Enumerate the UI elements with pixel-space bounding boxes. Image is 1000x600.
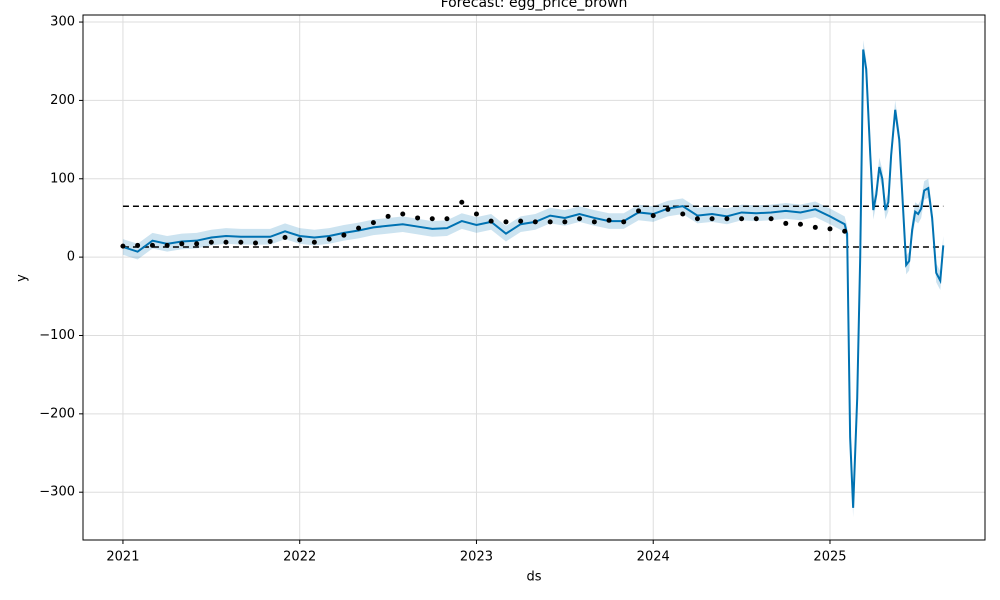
observed-point bbox=[223, 239, 229, 245]
uncertainty-band bbox=[122, 40, 944, 518]
observed-point bbox=[532, 219, 538, 225]
x-tick-label: 2022 bbox=[283, 550, 316, 565]
observed-point bbox=[164, 242, 170, 248]
observed-point bbox=[179, 241, 185, 247]
y-tick-label: 200 bbox=[50, 93, 75, 108]
observed-point bbox=[650, 213, 656, 219]
observed-point bbox=[562, 219, 568, 225]
observed-point bbox=[459, 199, 465, 205]
observed-point bbox=[415, 215, 421, 221]
observed-point bbox=[429, 216, 435, 222]
y-tick-label: 300 bbox=[50, 15, 75, 30]
observed-point bbox=[783, 220, 789, 226]
observed-point bbox=[297, 237, 303, 243]
observed-point bbox=[709, 216, 715, 222]
x-tick-label: 2021 bbox=[106, 550, 139, 565]
y-tick-label: −200 bbox=[39, 406, 75, 421]
observed-point bbox=[827, 226, 833, 232]
observed-point bbox=[739, 216, 745, 222]
observed-point bbox=[253, 240, 259, 246]
plot-frame bbox=[82, 14, 986, 541]
x-tick-label: 2024 bbox=[637, 550, 670, 565]
observed-point bbox=[311, 239, 317, 245]
x-axis-label: ds bbox=[526, 570, 541, 585]
observed-point bbox=[636, 208, 642, 214]
observed-point bbox=[606, 217, 612, 223]
y-tick-label: −300 bbox=[39, 485, 75, 500]
observed-point bbox=[518, 218, 524, 224]
observed-point bbox=[547, 219, 553, 225]
chart-title: Forecast: egg_price_brown bbox=[441, 0, 628, 11]
observed-point bbox=[356, 225, 362, 231]
observed-point bbox=[238, 239, 244, 245]
y-axis-label: y bbox=[15, 274, 30, 282]
x-tick-label: 2025 bbox=[813, 550, 846, 565]
observed-point bbox=[120, 243, 126, 249]
x-tick-label: 2023 bbox=[460, 550, 493, 565]
observed-point bbox=[680, 211, 686, 217]
observed-point bbox=[282, 235, 288, 241]
observed-point bbox=[577, 216, 583, 222]
observed-point bbox=[503, 219, 509, 225]
observed-point bbox=[135, 242, 141, 248]
observed-point bbox=[385, 213, 391, 219]
observed-point bbox=[665, 206, 671, 212]
observed-point bbox=[208, 239, 214, 245]
observed-point bbox=[724, 216, 730, 222]
observed-point bbox=[149, 242, 155, 248]
observed-point bbox=[341, 232, 347, 238]
y-tick-label: 100 bbox=[50, 171, 75, 186]
observed-point bbox=[768, 216, 774, 222]
observed-point bbox=[370, 220, 376, 226]
observed-point bbox=[488, 218, 494, 224]
observed-point bbox=[444, 216, 450, 222]
observed-point bbox=[753, 216, 759, 222]
observed-point bbox=[267, 238, 273, 244]
observed-point bbox=[694, 216, 700, 222]
observed-point bbox=[812, 224, 818, 230]
observed-point bbox=[400, 211, 406, 217]
observed-point bbox=[842, 228, 848, 234]
observed-point bbox=[797, 221, 803, 227]
observed-point bbox=[194, 241, 200, 247]
forecast-line bbox=[122, 49, 945, 508]
observed-point bbox=[473, 211, 479, 217]
observed-point bbox=[326, 236, 332, 242]
observed-point bbox=[591, 219, 597, 225]
observed-point bbox=[621, 219, 627, 225]
y-tick-label: 0 bbox=[67, 250, 75, 265]
y-tick-label: −100 bbox=[39, 328, 75, 343]
